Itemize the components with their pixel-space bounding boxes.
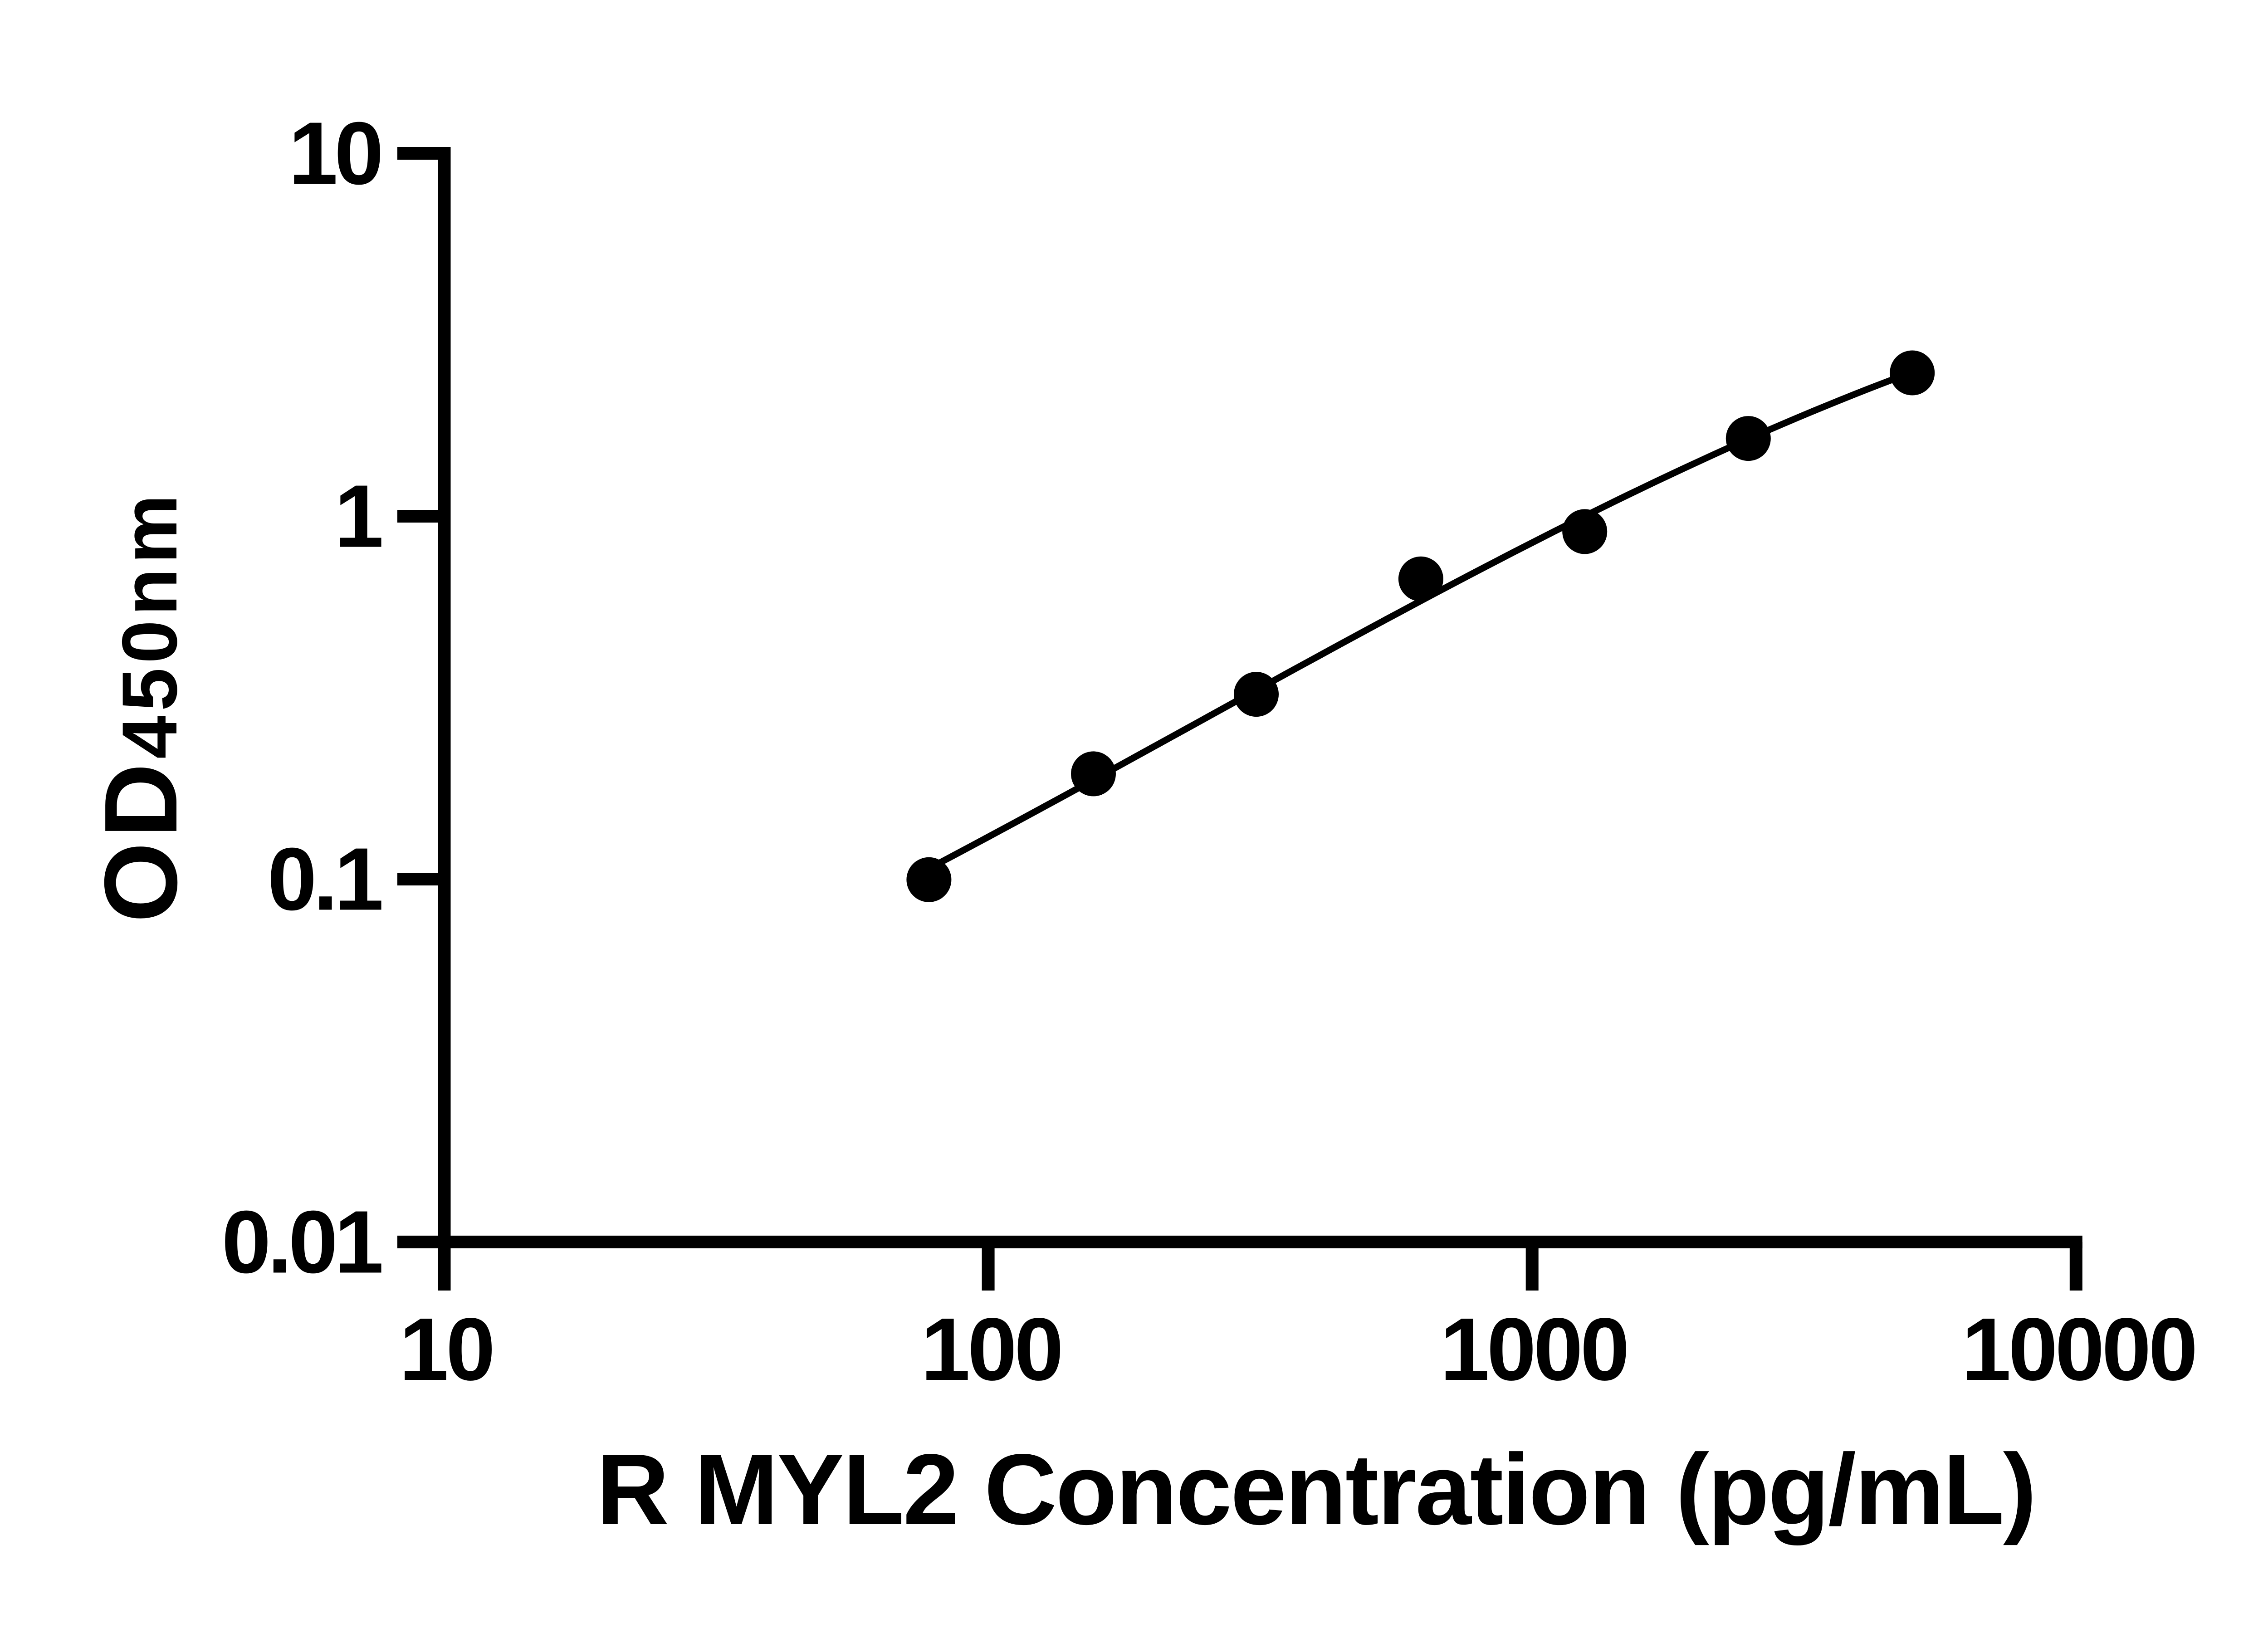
svg-text:R MYL2 Concentration (pg/mL): R MYL2 Concentration (pg/mL) [596, 1433, 2035, 1546]
svg-text:1000: 1000 [1440, 1300, 1627, 1399]
svg-text:0.1: 0.1 [268, 830, 381, 929]
svg-text:OD450nm: OD450nm [83, 490, 199, 923]
svg-text:10: 10 [399, 1300, 493, 1399]
svg-text:10: 10 [288, 104, 380, 203]
svg-text:10000: 10000 [1961, 1300, 2195, 1399]
svg-text:100: 100 [921, 1300, 1061, 1399]
svg-text:0.01: 0.01 [222, 1193, 381, 1292]
svg-text:1: 1 [334, 467, 381, 566]
